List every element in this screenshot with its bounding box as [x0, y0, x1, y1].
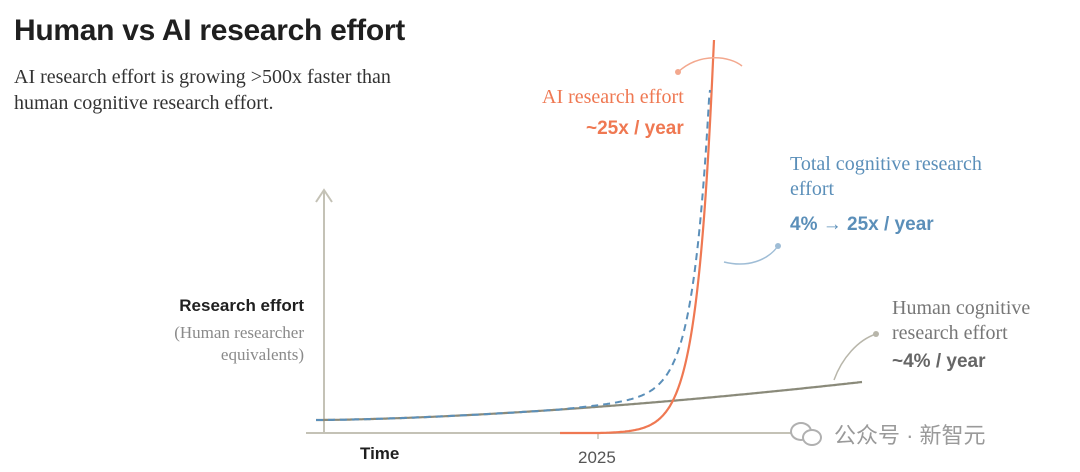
y-axis-label: Research effort	[179, 296, 304, 315]
total-series-line	[316, 89, 711, 421]
chart-title: Human vs AI research effort	[14, 14, 405, 47]
series-layer	[316, 39, 863, 435]
total-series-label: Total cognitive research effort	[790, 153, 982, 200]
ai-series-line	[560, 39, 716, 435]
human-callout-line	[833, 333, 877, 381]
callouts	[675, 57, 879, 381]
y-axis-arrow	[315, 188, 333, 203]
ai-callout-dot	[675, 69, 681, 75]
chart-subtitle: AI research effort is growing >500x fast…	[14, 66, 391, 114]
ai-series-label: AI research effort	[542, 86, 684, 108]
ai-series-rate: ~25x / year	[586, 118, 684, 139]
total-series-rate: 4% → 25x / year	[790, 214, 934, 235]
total-callout-dot	[775, 243, 781, 249]
watermark-text: 公众号 · 新智元	[834, 423, 986, 448]
human-series-rate: ~4% / year	[892, 351, 986, 372]
watermark: 公众号 · 新智元	[790, 418, 986, 450]
wechat-icon	[790, 422, 824, 446]
human-series-label: Human cognitive research effort	[892, 297, 1031, 344]
axes	[306, 188, 800, 439]
y-axis-sublabel: (Human researcher equivalents)	[174, 323, 304, 364]
ai-callout-line	[677, 57, 743, 73]
x-tick-2025: 2025	[578, 448, 616, 467]
human-callout-dot	[873, 331, 879, 337]
total-callout-line	[723, 245, 779, 265]
x-axis-label: Time	[360, 444, 400, 463]
human-series-line	[316, 380, 863, 422]
